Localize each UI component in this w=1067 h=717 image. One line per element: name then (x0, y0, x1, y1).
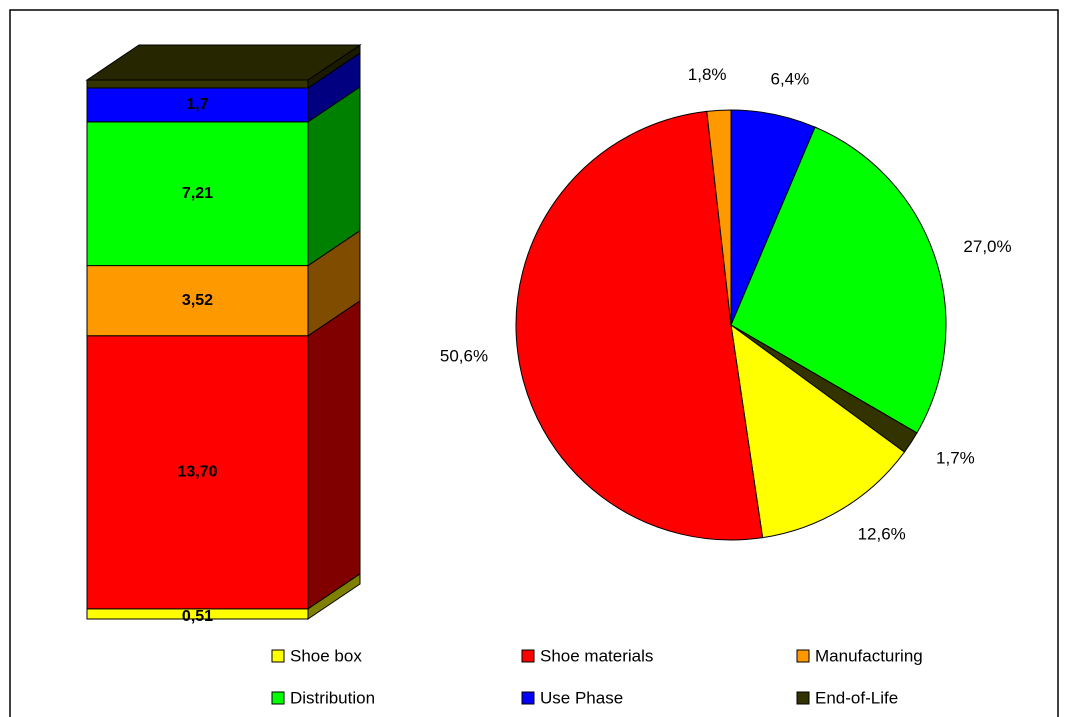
pie-slice (706, 109, 732, 326)
legend-label: Manufacturing (815, 646, 923, 665)
legend-swatch (271, 649, 285, 663)
bar-segment (86, 121, 309, 267)
legend-swatch (796, 691, 810, 705)
bar-side (307, 299, 361, 610)
legend-label: Distribution (290, 688, 375, 707)
data-label: 3,52 (182, 292, 213, 309)
pie-label: 50,6% (440, 346, 488, 365)
data-label: 7,21 (182, 185, 213, 202)
bar-segment (86, 335, 309, 610)
pie-slice (730, 323, 906, 539)
pie-label: 1,7% (936, 449, 975, 468)
pie-label: 12,6% (858, 524, 906, 543)
pie-slice (515, 110, 764, 541)
pie-slice (730, 126, 947, 434)
pie-label: 6,4% (771, 69, 810, 88)
bar-segment (86, 87, 309, 123)
data-label: 1,7 (186, 96, 208, 113)
data-label: 0,51 (182, 608, 213, 625)
legend-swatch (796, 649, 810, 663)
bar-top (85, 44, 362, 81)
pie-label: 1,8% (688, 65, 727, 84)
data-label: 13,70 (177, 464, 217, 481)
legend-swatch (521, 649, 535, 663)
legend-swatch (271, 691, 285, 705)
legend-swatch (521, 691, 535, 705)
legend-label: Shoe box (290, 646, 362, 665)
legend-label: End-of-Life (815, 688, 898, 707)
bar-segment (86, 79, 309, 89)
legend-label: Use Phase (540, 688, 623, 707)
pie-label: 27,0% (963, 237, 1011, 256)
legend-label: Shoe materials (540, 646, 653, 665)
frame (9, 9, 1059, 717)
